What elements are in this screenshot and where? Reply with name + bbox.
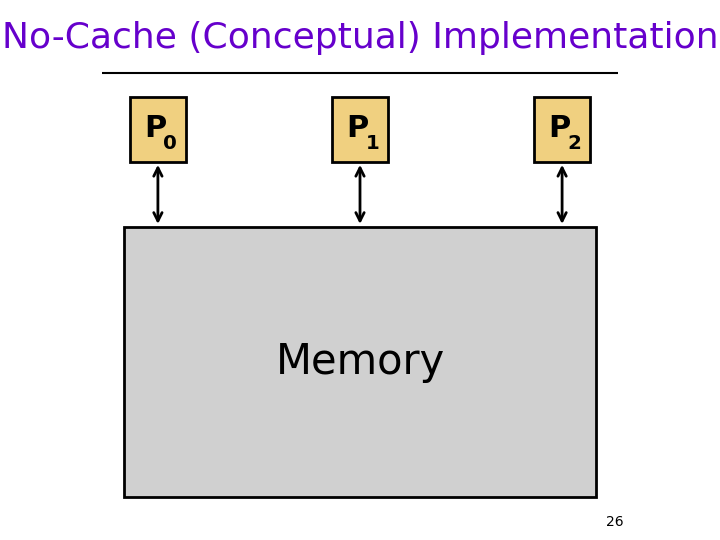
Text: 26: 26 bbox=[606, 515, 624, 529]
Text: P: P bbox=[144, 114, 166, 143]
Text: Memory: Memory bbox=[275, 341, 445, 383]
Text: 0: 0 bbox=[163, 134, 177, 153]
FancyBboxPatch shape bbox=[534, 97, 590, 162]
Text: P: P bbox=[548, 114, 570, 143]
Text: P: P bbox=[346, 114, 369, 143]
Text: 2: 2 bbox=[567, 134, 581, 153]
FancyBboxPatch shape bbox=[125, 227, 595, 497]
FancyBboxPatch shape bbox=[130, 97, 186, 162]
Text: 1: 1 bbox=[366, 134, 379, 153]
Text: No-Cache (Conceptual) Implementation: No-Cache (Conceptual) Implementation bbox=[1, 21, 719, 55]
FancyBboxPatch shape bbox=[332, 97, 388, 162]
